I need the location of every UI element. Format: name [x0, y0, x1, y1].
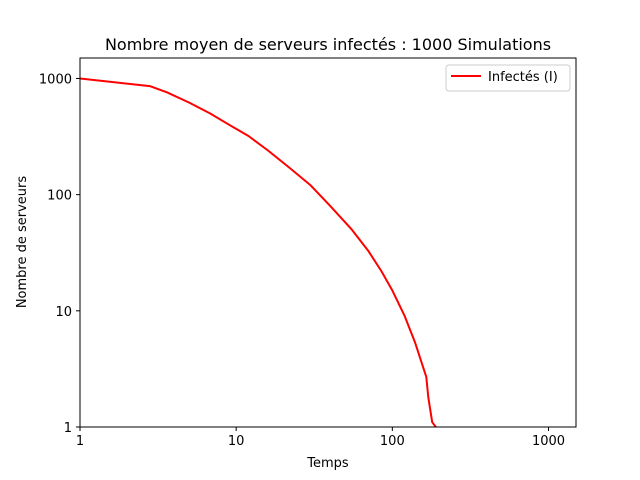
y-axis-ticks: 1 10 100 1000	[39, 72, 80, 436]
x-tick-label-3: 1000	[532, 434, 565, 449]
plot-area-frame	[79, 57, 577, 428]
y-axis-label: Nombre de serveurs	[15, 176, 30, 309]
x-axis-label: Temps	[306, 456, 349, 471]
x-tick-label-2: 100	[380, 434, 405, 449]
x-tick-label-1: 10	[228, 434, 245, 449]
y-tick-label-2: 100	[47, 189, 72, 204]
x-axis-ticks: 1 10 100 1000	[76, 427, 565, 449]
y-tick-label-3: 1000	[39, 72, 72, 87]
y-tick-label-1: 10	[55, 305, 72, 320]
y-tick-label-0: 1	[64, 421, 72, 436]
series-layer	[80, 77, 437, 427]
legend-label: Infectés (I)	[488, 70, 558, 85]
chart-title: Nombre moyen de serveurs infectés : 1000…	[105, 35, 551, 54]
legend-box	[445, 64, 571, 92]
legend: Infectés (I)	[445, 64, 571, 92]
x-tick-label-0: 1	[76, 434, 84, 449]
series-line-0	[80, 77, 437, 427]
